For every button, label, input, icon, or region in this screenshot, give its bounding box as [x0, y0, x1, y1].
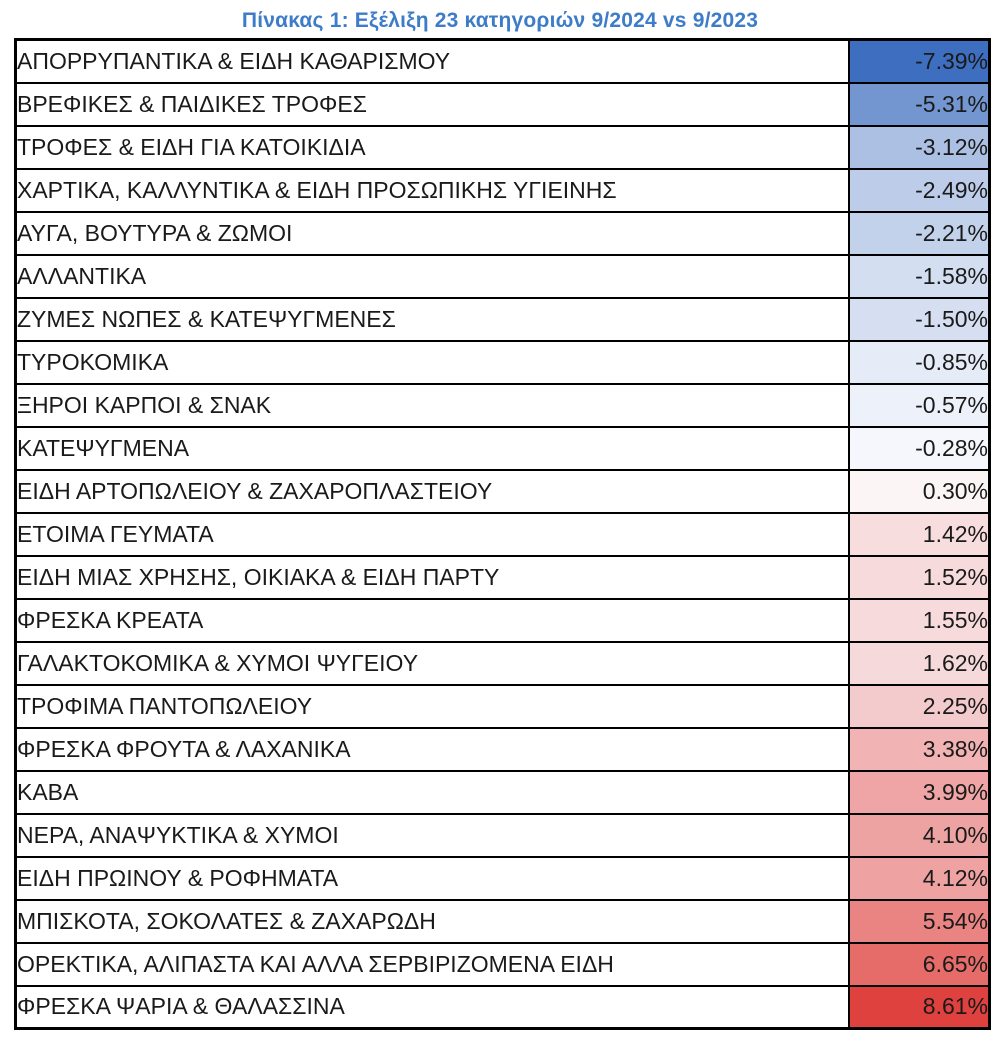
table-row: ΖΥΜΕΣ ΝΩΠΕΣ & ΚΑΤΕΨΥΓΜΕΝΕΣ -1.50% — [14, 296, 991, 342]
category-label: ΤΡΟΦΕΣ & ΕΙΔΗ ΓΙΑ ΚΑΤΟΙΚΙΔΙΑ — [14, 124, 850, 170]
category-label: ΦΡΕΣΚΑ ΦΡΟΥΤΑ & ΛΑΧΑΝΙΚΑ — [14, 726, 850, 772]
category-value: -3.12% — [848, 124, 991, 170]
table-row: ΕΙΔΗ ΑΡΤΟΠΩΛΕΙΟΥ & ΖΑΧΑΡΟΠΛΑΣΤΕΙΟΥ 0.30% — [14, 468, 991, 514]
category-label: ΕΙΔΗ ΑΡΤΟΠΩΛΕΙΟΥ & ΖΑΧΑΡΟΠΛΑΣΤΕΙΟΥ — [14, 468, 850, 514]
category-label: ΞΗΡΟΙ ΚΑΡΠΟΙ & ΣΝΑΚ — [14, 382, 850, 428]
category-label: ΜΠΙΣΚΟΤΑ, ΣΟΚΟΛΑΤΕΣ & ΖΑΧΑΡΩΔΗ — [14, 898, 850, 944]
category-value: 3.99% — [848, 769, 991, 815]
category-value: 1.52% — [848, 554, 991, 600]
category-value: -1.50% — [848, 296, 991, 342]
category-value: 6.65% — [848, 941, 991, 987]
category-label: ΕΙΔΗ ΜΙΑΣ ΧΡΗΣΗΣ, ΟΙΚΙΑΚΑ & ΕΙΔΗ ΠΑΡΤΥ — [14, 554, 850, 600]
table-row: ΚΑΒΑ 3.99% — [14, 769, 991, 815]
category-label: ΑΛΛΑΝΤΙΚΑ — [14, 253, 850, 299]
category-label: ΑΠΟΡΡΥΠΑΝΤΙΚΑ & ΕΙΔΗ ΚΑΘΑΡΙΣΜΟΥ — [14, 38, 850, 84]
category-label: ΖΥΜΕΣ ΝΩΠΕΣ & ΚΑΤΕΨΥΓΜΕΝΕΣ — [14, 296, 850, 342]
category-value: -0.85% — [848, 339, 991, 385]
table-row: ΦΡΕΣΚΑ ΦΡΟΥΤΑ & ΛΑΧΑΝΙΚΑ 3.38% — [14, 726, 991, 772]
table-title: Πίνακας 1: Εξέλιξη 23 κατηγοριών 9/2024 … — [241, 9, 759, 32]
table-row: ΕΤΟΙΜΑ ΓΕΥΜΑΤΑ 1.42% — [14, 511, 991, 557]
table-row: ΤΡΟΦΙΜΑ ΠΑΝΤΟΠΩΛΕΙΟΥ 2.25% — [14, 683, 991, 729]
table-row: ΑΛΛΑΝΤΙΚΑ -1.58% — [14, 253, 991, 299]
category-label: ΦΡΕΣΚΑ ΚΡΕΑΤΑ — [14, 597, 850, 643]
category-label: ΒΡΕΦΙΚΕΣ & ΠΑΙΔΙΚΕΣ ΤΡΟΦΕΣ — [14, 81, 850, 127]
category-value: -0.57% — [848, 382, 991, 428]
category-label: ΚΑΤΕΨΥΓΜΕΝΑ — [14, 425, 850, 471]
category-value: 1.55% — [848, 597, 991, 643]
table-row: ΤΡΟΦΕΣ & ΕΙΔΗ ΓΙΑ ΚΑΤΟΙΚΙΔΙΑ -3.12% — [14, 124, 991, 170]
category-value: -7.39% — [848, 38, 991, 84]
category-value: 2.25% — [848, 683, 991, 729]
table-row: ΞΗΡΟΙ ΚΑΡΠΟΙ & ΣΝΑΚ -0.57% — [14, 382, 991, 428]
category-value: 1.42% — [848, 511, 991, 557]
category-value: 1.62% — [848, 640, 991, 686]
category-label: ΕΙΔΗ ΠΡΩΙΝΟΥ & ΡΟΦΗΜΑΤΑ — [14, 855, 850, 901]
table-row: ΕΙΔΗ ΜΙΑΣ ΧΡΗΣΗΣ, ΟΙΚΙΑΚΑ & ΕΙΔΗ ΠΑΡΤΥ 1.… — [14, 554, 991, 600]
table-row: ΓΑΛΑΚΤΟΚΟΜΙΚΑ & ΧΥΜΟΙ ΨΥΓΕΙΟΥ 1.62% — [14, 640, 991, 686]
category-value: 4.12% — [848, 855, 991, 901]
category-value: 4.10% — [848, 812, 991, 858]
category-label: ΝΕΡΑ, ΑΝΑΨΥΚΤΙΚΑ & ΧΥΜΟΙ — [14, 812, 850, 858]
category-value: 3.38% — [848, 726, 991, 772]
table-row: ΦΡΕΣΚΑ ΚΡΕΑΤΑ 1.55% — [14, 597, 991, 643]
table-row: ΦΡΕΣΚΑ ΨΑΡΙΑ & ΘΑΛΑΣΣΙΝΑ 8.61% — [14, 984, 991, 1030]
category-label: ΦΡΕΣΚΑ ΨΑΡΙΑ & ΘΑΛΑΣΣΙΝΑ — [14, 984, 850, 1030]
category-value: 5.54% — [848, 898, 991, 944]
category-value: -5.31% — [848, 81, 991, 127]
table-row: ΑΠΟΡΡΥΠΑΝΤΙΚΑ & ΕΙΔΗ ΚΑΘΑΡΙΣΜΟΥ -7.39% — [14, 38, 991, 84]
table-row: ΤΥΡΟΚΟΜΙΚΑ -0.85% — [14, 339, 991, 385]
category-value: -2.21% — [848, 210, 991, 256]
category-value: 8.61% — [848, 984, 991, 1030]
table-row: ΜΠΙΣΚΟΤΑ, ΣΟΚΟΛΑΤΕΣ & ΖΑΧΑΡΩΔΗ 5.54% — [14, 898, 991, 944]
category-label: ΧΑΡΤΙΚΑ, ΚΑΛΛΥΝΤΙΚΑ & ΕΙΔΗ ΠΡΟΣΩΠΙΚΗΣ ΥΓ… — [14, 167, 850, 213]
table-row: ΒΡΕΦΙΚΕΣ & ΠΑΙΔΙΚΕΣ ΤΡΟΦΕΣ -5.31% — [14, 81, 991, 127]
category-value: -1.58% — [848, 253, 991, 299]
table-row: ΑΥΓΑ, ΒΟΥΤΥΡΑ & ΖΩΜΟΙ -2.21% — [14, 210, 991, 256]
category-label: ΚΑΒΑ — [14, 769, 850, 815]
category-label: ΤΡΟΦΙΜΑ ΠΑΝΤΟΠΩΛΕΙΟΥ — [14, 683, 850, 729]
table-row: ΕΙΔΗ ΠΡΩΙΝΟΥ & ΡΟΦΗΜΑΤΑ 4.12% — [14, 855, 991, 901]
category-value: 0.30% — [848, 468, 991, 514]
category-label: ΑΥΓΑ, ΒΟΥΤΥΡΑ & ΖΩΜΟΙ — [14, 210, 850, 256]
category-label: ΕΤΟΙΜΑ ΓΕΥΜΑΤΑ — [14, 511, 850, 557]
category-value: -0.28% — [848, 425, 991, 471]
categories-table: ΑΠΟΡΡΥΠΑΝΤΙΚΑ & ΕΙΔΗ ΚΑΘΑΡΙΣΜΟΥ -7.39% ΒΡΕ… — [14, 38, 991, 1030]
table-row: ΟΡΕΚΤΙΚΑ, ΑΛΙΠΑΣΤΑ ΚΑΙ ΑΛΛΑ ΣΕΡΒΙΡΙΖΟΜΕΝ… — [14, 941, 991, 987]
category-label: ΟΡΕΚΤΙΚΑ, ΑΛΙΠΑΣΤΑ ΚΑΙ ΑΛΛΑ ΣΕΡΒΙΡΙΖΟΜΕΝ… — [14, 941, 850, 987]
category-label: ΓΑΛΑΚΤΟΚΟΜΙΚΑ & ΧΥΜΟΙ ΨΥΓΕΙΟΥ — [14, 640, 850, 686]
table-row: ΚΑΤΕΨΥΓΜΕΝΑ -0.28% — [14, 425, 991, 471]
category-label: ΤΥΡΟΚΟΜΙΚΑ — [14, 339, 850, 385]
table-row: ΧΑΡΤΙΚΑ, ΚΑΛΛΥΝΤΙΚΑ & ΕΙΔΗ ΠΡΟΣΩΠΙΚΗΣ ΥΓ… — [14, 167, 991, 213]
category-value: -2.49% — [848, 167, 991, 213]
table-row: ΝΕΡΑ, ΑΝΑΨΥΚΤΙΚΑ & ΧΥΜΟΙ 4.10% — [14, 812, 991, 858]
categories-table-body: ΑΠΟΡΡΥΠΑΝΤΙΚΑ & ΕΙΔΗ ΚΑΘΑΡΙΣΜΟΥ -7.39% ΒΡΕ… — [14, 38, 991, 1030]
